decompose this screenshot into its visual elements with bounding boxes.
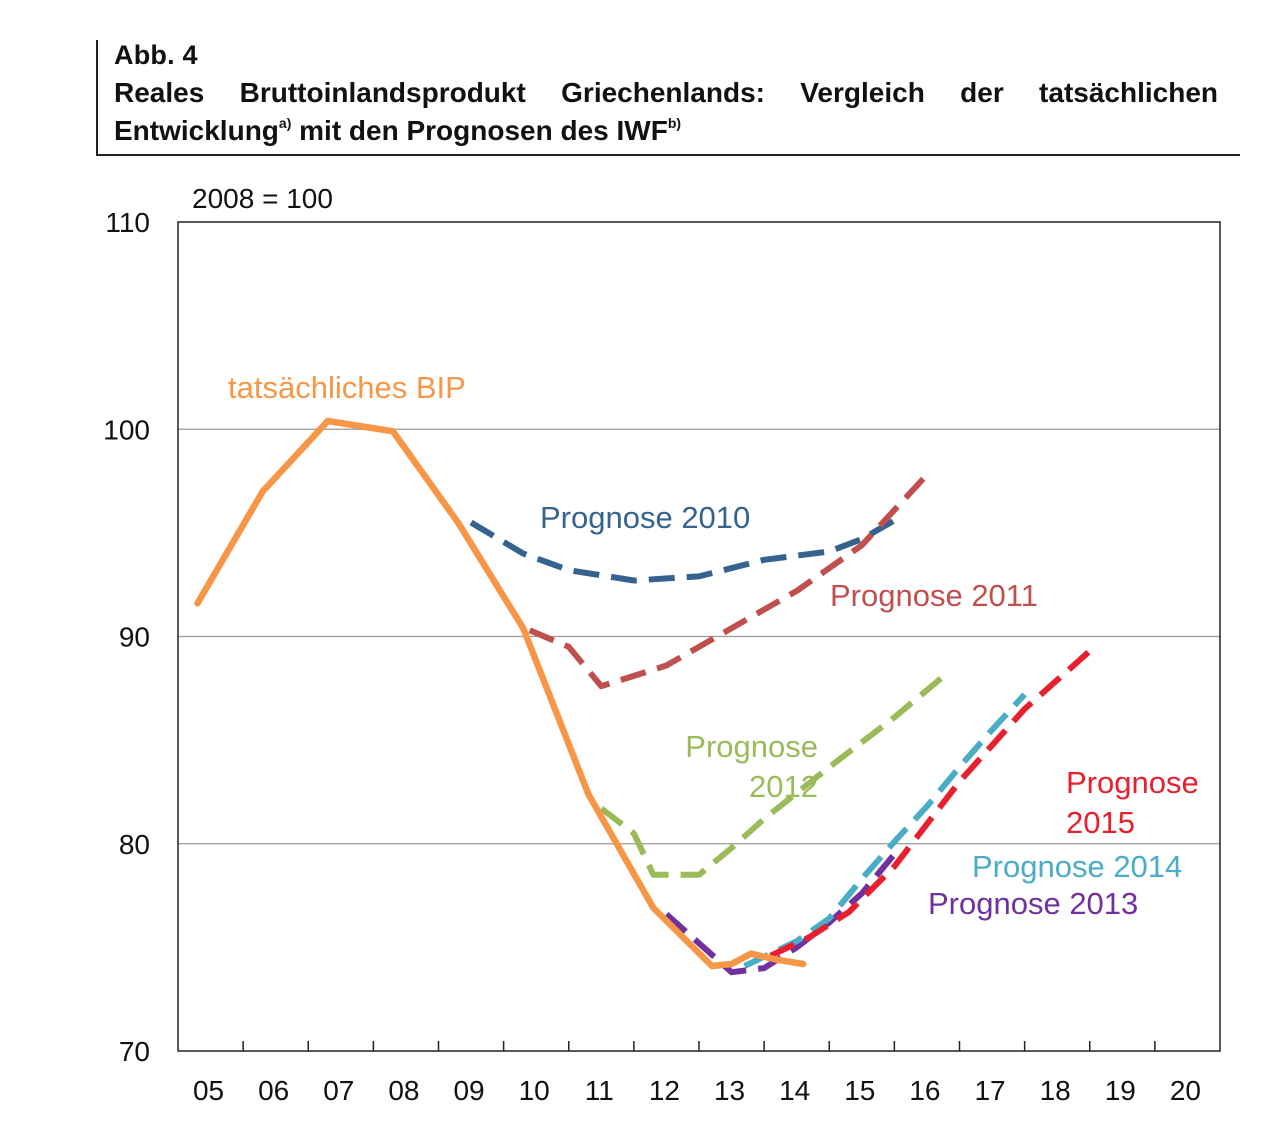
figure-header: Abb. 4 Reales Bruttoinlandsprodukt Griec… (96, 40, 1240, 156)
x-tick-label: 09 (453, 1075, 484, 1106)
y-tick-label: 110 (105, 207, 150, 238)
x-tick-label: 06 (258, 1075, 289, 1106)
series-label-prognose-2012: 2012 (749, 769, 818, 804)
series-label-prognose-2015: 2015 (1066, 805, 1135, 840)
x-tick-label: 16 (909, 1075, 940, 1106)
y-tick-label: 90 (119, 622, 150, 653)
series-label-prognose-2014: Prognose 2014 (972, 849, 1182, 884)
x-tick-label: 17 (974, 1075, 1005, 1106)
series-line-prognose-2010 (469, 517, 896, 584)
x-tick-label: 12 (649, 1075, 680, 1106)
x-tick-label: 19 (1105, 1075, 1136, 1106)
series-labels: Prognose 2010 Prognose 2011 Prognose 2012 Pr… (228, 370, 1199, 921)
x-tick-label: 13 (714, 1075, 745, 1106)
series-line-prognose-2012 (599, 671, 949, 878)
title-main: Reales Bruttoinlandsprodukt Griechenland… (114, 77, 1218, 146)
x-tick-label: 18 (1040, 1075, 1071, 1106)
y-tick-label: 100 (103, 414, 150, 445)
gridlines (178, 428, 1220, 845)
figure-number: Abb. 4 (114, 40, 198, 70)
x-tick-label: 08 (388, 1075, 419, 1106)
series-label-prognose-2010: Prognose 2010 (540, 500, 750, 535)
x-tick-label: 14 (779, 1075, 810, 1106)
footnote-a-mark: a) (278, 115, 292, 131)
series-line-prognose-2011 (528, 472, 930, 690)
axes: 70 80 90 100 110 05 06 07 08 09 10 11 12 13 14 15 16 17 18… (103, 207, 1221, 1106)
unit-label: 2008 = 100 (192, 183, 333, 214)
series-label-prognose-2015: Prognose (1066, 765, 1199, 800)
x-tick-label: 05 (193, 1075, 224, 1106)
x-tick-label: 07 (323, 1075, 354, 1106)
series-line-tats-chliches-bip (194, 417, 807, 970)
y-tick-label: 80 (119, 829, 150, 860)
series-lines (194, 417, 1092, 976)
series-label-prognose-2013: Prognose 2013 (928, 886, 1138, 921)
x-tick-label: 15 (844, 1075, 875, 1106)
series-label-prognose-2012: Prognose (685, 729, 818, 764)
title-mid: mit den Prognosen des IWF (291, 115, 668, 146)
figure-title: Reales Bruttoinlandsprodukt Griechenland… (114, 74, 1218, 150)
x-tick-label: 11 (585, 1075, 614, 1106)
y-tick-label: 70 (119, 1036, 150, 1067)
series-label-tats-chliches-bip: tatsächliches BIP (228, 370, 466, 405)
series-line-prognose-2015 (769, 648, 1092, 959)
footnote-b-mark: b) (667, 115, 682, 131)
x-tick-label: 20 (1170, 1075, 1201, 1106)
series-label-prognose-2011: Prognose 2011 (830, 578, 1038, 613)
x-tick-label: 10 (519, 1075, 550, 1106)
